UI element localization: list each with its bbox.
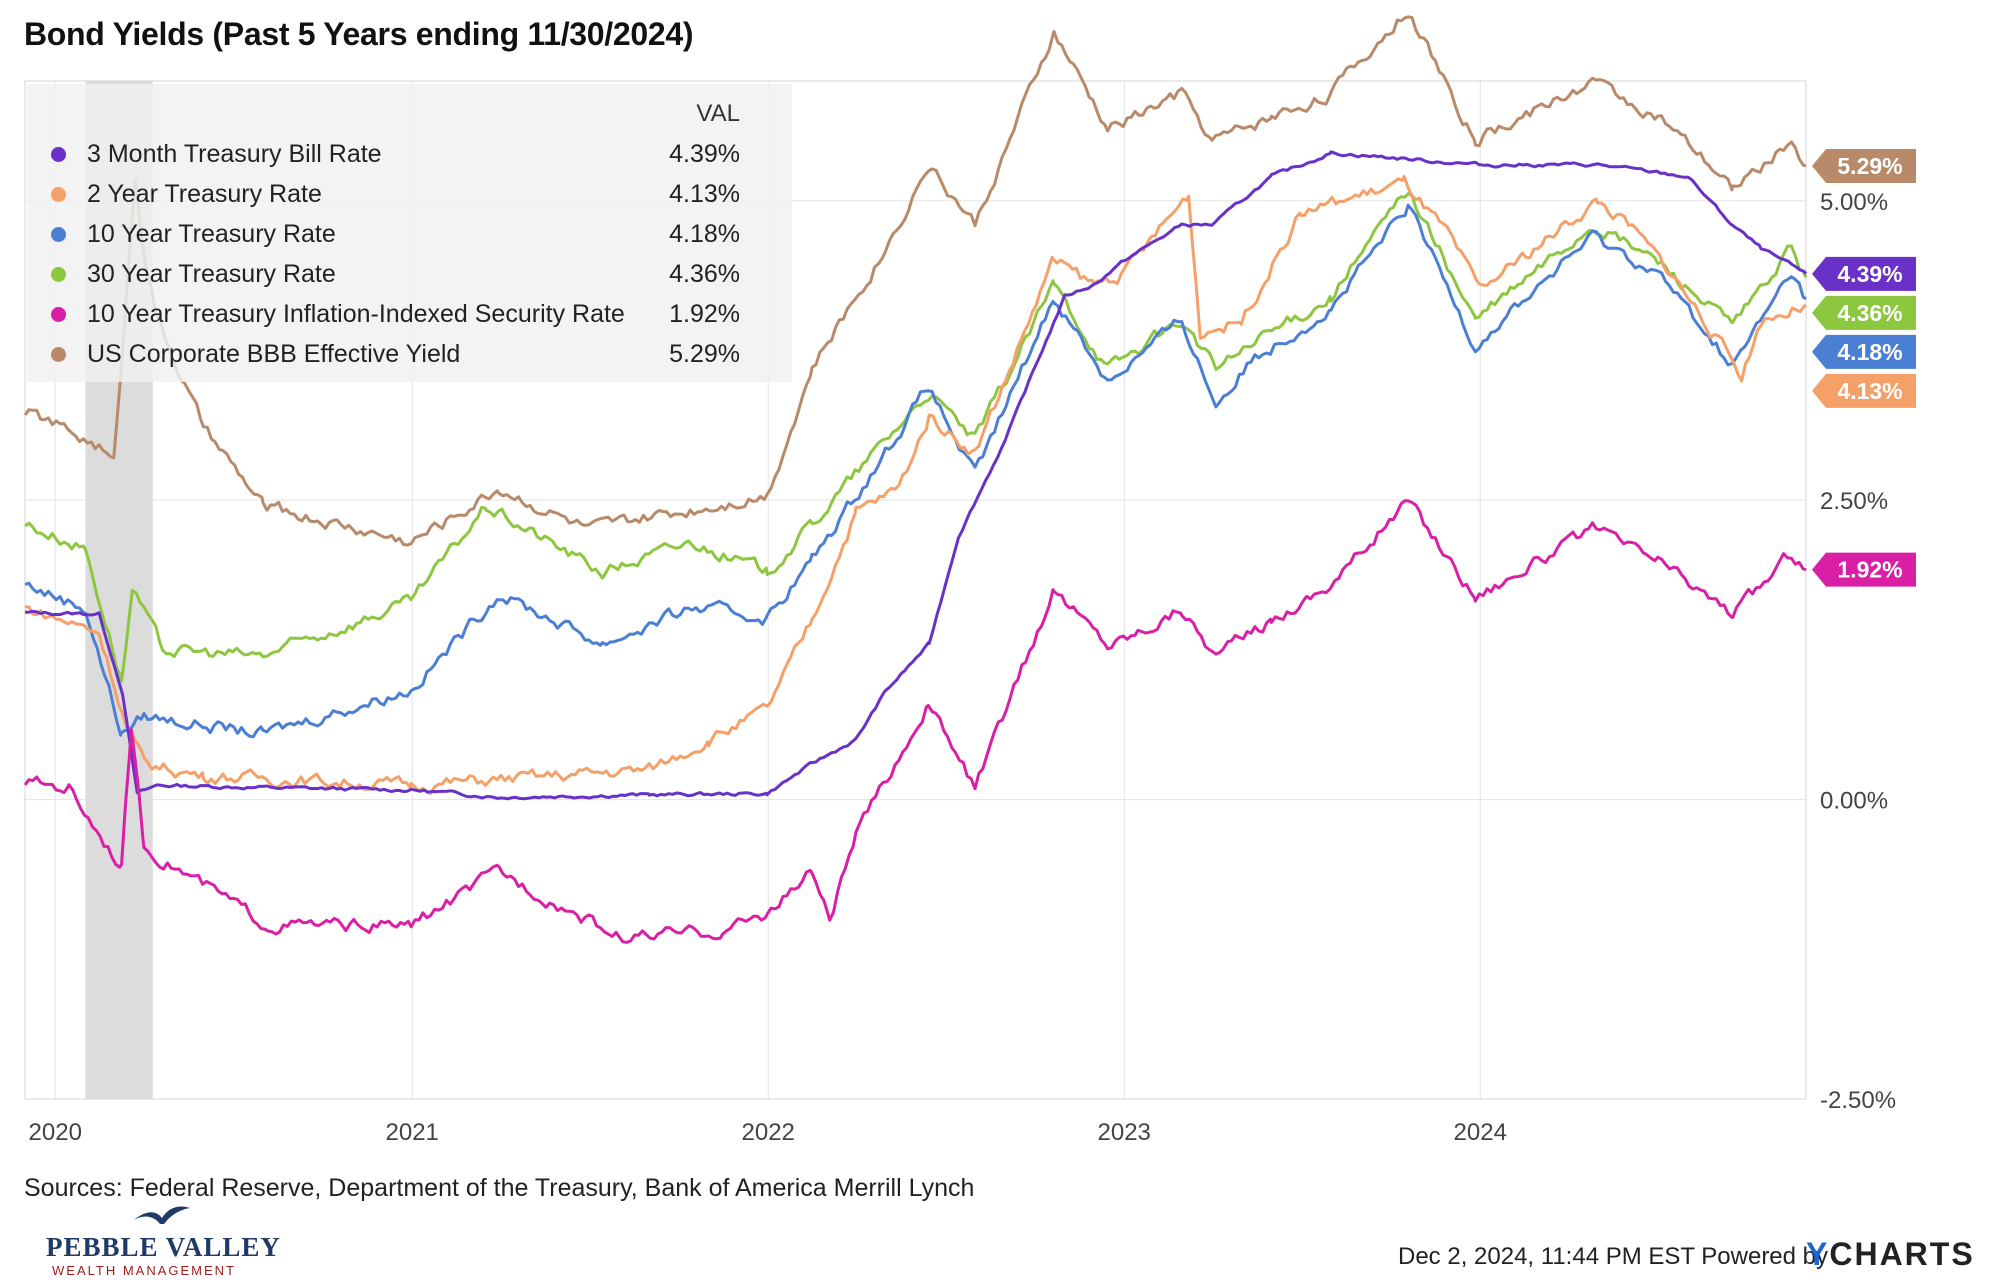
legend-series-value: 4.36% xyxy=(669,260,740,288)
end-value-label: 4.36% xyxy=(1837,300,1902,326)
legend-series-name: 2 Year Treasury Rate xyxy=(87,180,322,208)
end-value-label: 5.29% xyxy=(1837,153,1902,179)
end-value-tag xyxy=(1812,334,1916,369)
end-value-label: 4.39% xyxy=(1837,261,1902,287)
logo-sub-text: WEALTH MANAGEMENT xyxy=(52,1263,236,1278)
ycharts-brand-rest: CHARTS xyxy=(1829,1236,1975,1272)
end-value-tag xyxy=(1812,256,1916,291)
y-tick-label: 0.00% xyxy=(1820,788,1888,815)
chart-title: Bond Yields (Past 5 Years ending 11/30/2… xyxy=(24,16,694,52)
footer-timestamp: Dec 2, 2024, 11:44 PM EST Powered by xyxy=(1398,1243,1829,1270)
end-value-label: 4.18% xyxy=(1837,339,1902,365)
x-tick-label: 2020 xyxy=(29,1119,82,1146)
legend-series-value: 4.39% xyxy=(669,140,740,168)
series-line-2[interactable] xyxy=(24,203,1807,739)
sources-note: Sources: Federal Reserve, Department of … xyxy=(24,1174,975,1202)
x-tick-label: 2024 xyxy=(1454,1119,1507,1146)
legend-header: VAL xyxy=(696,100,740,127)
chart-legend: VAL 3 Month Treasury Bill Rate 4.39% 2 Y… xyxy=(27,84,792,382)
legend-item-3m-tbill[interactable]: 3 Month Treasury Bill Rate 4.39% xyxy=(27,134,792,174)
legend-dot xyxy=(51,187,66,202)
pebble-valley-logo: PEBBLE VALLEY WEALTH MANAGEMENT xyxy=(44,1202,280,1278)
end-value-tag xyxy=(1812,295,1916,330)
x-tick-label: 2022 xyxy=(742,1119,795,1146)
legend-dot xyxy=(51,227,66,242)
y-tick-label: 2.50% xyxy=(1820,488,1888,515)
legend-dot xyxy=(51,267,66,282)
series-line-3[interactable] xyxy=(24,192,1808,683)
x-tick-label: 2021 xyxy=(386,1119,439,1146)
series-line-1[interactable] xyxy=(25,175,1807,796)
legend-series-value: 4.18% xyxy=(669,220,740,248)
legend-item-30y[interactable]: 30 Year Treasury Rate 4.36% xyxy=(27,254,792,294)
legend-series-name: 30 Year Treasury Rate xyxy=(87,260,336,288)
legend-series-value: 4.13% xyxy=(669,180,740,208)
end-value-tag xyxy=(1812,373,1916,408)
legend-item-tips[interactable]: 10 Year Treasury Inflation-Indexed Secur… xyxy=(27,294,792,334)
series-line-0[interactable] xyxy=(24,150,1808,801)
logo-main-text: PEBBLE VALLEY xyxy=(46,1232,281,1262)
legend-series-name: 10 Year Treasury Inflation-Indexed Secur… xyxy=(87,300,625,328)
legend-item-10y[interactable]: 10 Year Treasury Rate 4.18% xyxy=(27,214,792,254)
legend-dot xyxy=(51,307,66,322)
plot-frame xyxy=(24,80,1807,1100)
legend-dot xyxy=(51,347,66,362)
ycharts-brand[interactable]: YCHARTS xyxy=(1806,1236,1975,1273)
legend-series-value: 1.92% xyxy=(669,300,740,328)
series-line-5[interactable] xyxy=(23,15,1807,547)
legend-dot xyxy=(51,147,66,162)
legend-series-value: 5.29% xyxy=(669,340,740,368)
end-value-tag xyxy=(1812,552,1916,587)
legend-series-name: 10 Year Treasury Rate xyxy=(87,220,336,248)
series-line-4[interactable] xyxy=(23,499,1807,944)
end-value-tag xyxy=(1812,149,1916,184)
legend-item-2y[interactable]: 2 Year Treasury Rate 4.13% xyxy=(27,174,792,214)
end-value-label: 1.92% xyxy=(1837,557,1902,583)
bird-icon xyxy=(134,1206,190,1224)
y-tick-label: 5.00% xyxy=(1820,189,1888,216)
legend-series-name: 3 Month Treasury Bill Rate xyxy=(87,140,382,168)
ycharts-brand-y: Y xyxy=(1806,1236,1830,1272)
end-value-label: 4.13% xyxy=(1837,378,1902,404)
legend-series-name: US Corporate BBB Effective Yield xyxy=(87,340,461,368)
legend-item-bbb[interactable]: US Corporate BBB Effective Yield 5.29% xyxy=(27,334,792,374)
x-tick-label: 2023 xyxy=(1098,1119,1151,1146)
y-tick-label: -2.50% xyxy=(1820,1087,1896,1114)
